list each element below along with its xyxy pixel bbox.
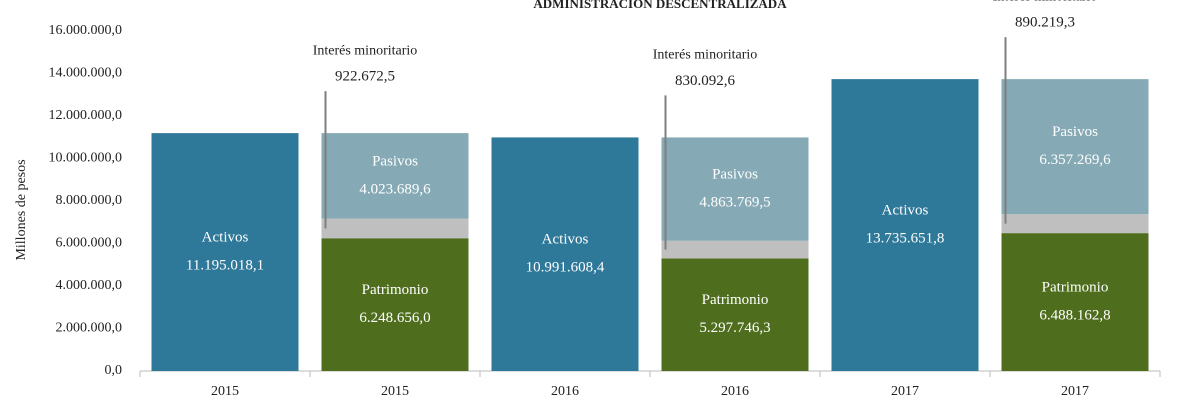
value-label: 11.195.018,1 <box>186 257 264 273</box>
bar-segment <box>1001 233 1149 371</box>
y-tick-label: 16.000.000,0 <box>49 23 123 38</box>
bar-segment <box>661 137 809 241</box>
x-tick-label: 2015 <box>211 384 239 399</box>
value-label: 5.297.746,3 <box>699 320 770 336</box>
y-tick-label: 4.000.000,0 <box>56 278 123 293</box>
y-tick-label: 14.000.000,0 <box>49 66 123 81</box>
annotation-value: 922.672,5 <box>335 69 395 85</box>
segment-name: Activos <box>202 229 249 245</box>
annotation-name: Interés minoritario <box>313 43 418 58</box>
x-tick-label: 2017 <box>1061 384 1089 399</box>
y-tick-label: 10.000.000,0 <box>49 151 123 166</box>
annotation-name: Interés minoritario <box>993 0 1098 4</box>
x-tick-label: 2017 <box>891 384 919 399</box>
bar-segment <box>491 137 639 371</box>
bar-segment <box>1001 79 1149 215</box>
annotation-value: 830.092,6 <box>675 73 736 89</box>
segment-name: Pasivos <box>372 153 418 169</box>
bar-segment <box>1001 214 1149 234</box>
y-tick-label: 12.000.000,0 <box>49 108 123 123</box>
bar-segment <box>831 79 979 371</box>
bar-segment <box>321 133 469 219</box>
x-tick-label: 2016 <box>551 384 579 399</box>
value-label: 6.357.269,6 <box>1039 152 1111 168</box>
y-axis-label: Millones de pesos <box>14 159 29 260</box>
segment-name: Activos <box>542 232 589 248</box>
bar-segment <box>151 133 299 371</box>
segment-name: Activos <box>882 202 929 218</box>
x-tick-label: 2016 <box>721 384 749 399</box>
y-tick-label: 0,0 <box>105 363 123 378</box>
bar-segment <box>321 238 469 371</box>
value-label: 4.863.769,5 <box>699 195 770 211</box>
segment-name: Pasivos <box>1052 124 1098 140</box>
annotation-value: 890.219,3 <box>1015 15 1075 31</box>
bar-segment <box>321 218 469 239</box>
value-label: 6.488.162,8 <box>1039 308 1110 324</box>
value-label: 13.735.651,8 <box>866 230 945 246</box>
annotation-name: Interés minoritario <box>653 48 758 63</box>
bar-segment <box>661 240 809 259</box>
chart-title: ADMINISTRACIÓN DESCENTRALIZADA <box>533 0 787 11</box>
value-label: 6.248.656,0 <box>359 310 430 326</box>
segment-name: Patrimonio <box>1042 280 1109 296</box>
value-label: 10.991.608,4 <box>526 260 605 276</box>
segment-name: Patrimonio <box>702 292 769 308</box>
segment-name: Pasivos <box>712 167 758 183</box>
y-tick-label: 6.000.000,0 <box>56 236 123 251</box>
y-tick-label: 2.000.000,0 <box>56 321 123 336</box>
x-tick-label: 2015 <box>381 384 409 399</box>
y-tick-label: 8.000.000,0 <box>56 193 123 208</box>
segment-name: Patrimonio <box>362 282 429 298</box>
value-label: 4.023.689,6 <box>359 181 431 197</box>
bar-segment <box>661 258 809 371</box>
